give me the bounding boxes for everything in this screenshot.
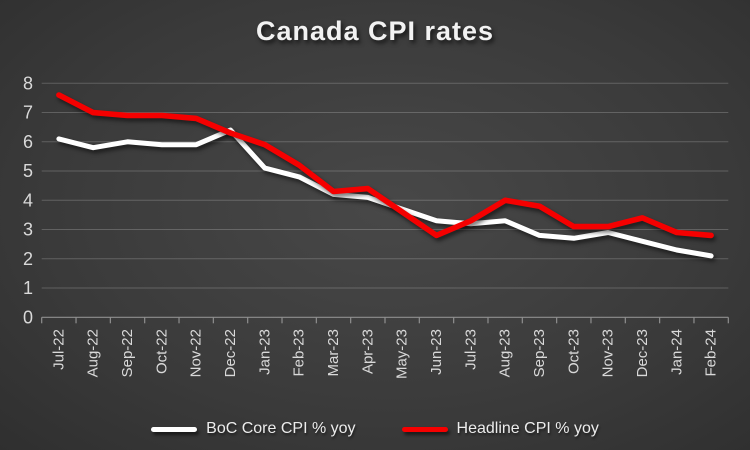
x-axis-label: Oct-22: [153, 329, 170, 374]
y-axis-label: 8: [23, 73, 33, 93]
chart-legend: BoC Core CPI % yoy Headline CPI % yoy: [0, 420, 750, 438]
x-axis-label: Dec-23: [634, 329, 651, 377]
x-axis-label: Apr-23: [359, 329, 376, 374]
x-axis-label: Mar-23: [325, 329, 342, 377]
legend-entry-boc-core: BoC Core CPI % yoy: [151, 420, 356, 438]
x-axis-label: Jun-23: [428, 329, 445, 375]
legend-label-headline: Headline CPI % yoy: [456, 420, 599, 437]
legend-label-boc-core: BoC Core CPI % yoy: [206, 420, 356, 437]
x-axis-label: Feb-23: [291, 329, 308, 377]
headline-line-swatch-icon: [401, 426, 448, 432]
boc-core-line-swatch-icon: [151, 426, 198, 432]
x-axis-label: Nov-22: [188, 329, 205, 377]
x-axis-label: Aug-23: [497, 329, 514, 377]
x-axis-label: Feb-24: [703, 329, 720, 377]
chart-title: Canada CPI rates: [255, 16, 495, 46]
x-axis-label: Aug-22: [85, 329, 102, 377]
y-axis-label: 2: [23, 249, 33, 269]
series-line-headline: [56, 92, 714, 239]
y-axis-label: 7: [23, 103, 33, 123]
x-axis-label: Sep-22: [119, 329, 136, 377]
x-axis-label: Jan-24: [668, 329, 685, 375]
x-axis-label: Nov-23: [600, 329, 617, 377]
x-axis-label: Oct-23: [565, 329, 582, 374]
y-axis-label: 6: [23, 132, 33, 152]
y-axis-label: 0: [23, 307, 33, 327]
y-axis-label: 5: [23, 161, 33, 181]
x-axis-label: Jan-23: [256, 329, 273, 375]
y-axis-label: 3: [23, 220, 33, 240]
legend-entry-headline: Headline CPI % yoy: [401, 420, 599, 438]
y-axis-label: 1: [23, 278, 33, 298]
y-axis-label: 4: [23, 190, 33, 210]
x-axis-label: Jul-22: [50, 329, 67, 370]
x-axis-label: Jul-23: [462, 329, 479, 370]
x-axis-label: Sep-23: [531, 329, 548, 377]
series-line-boc-core: [56, 127, 714, 259]
x-axis-label: Dec-22: [222, 329, 239, 377]
x-axis-label: May-23: [394, 329, 411, 379]
